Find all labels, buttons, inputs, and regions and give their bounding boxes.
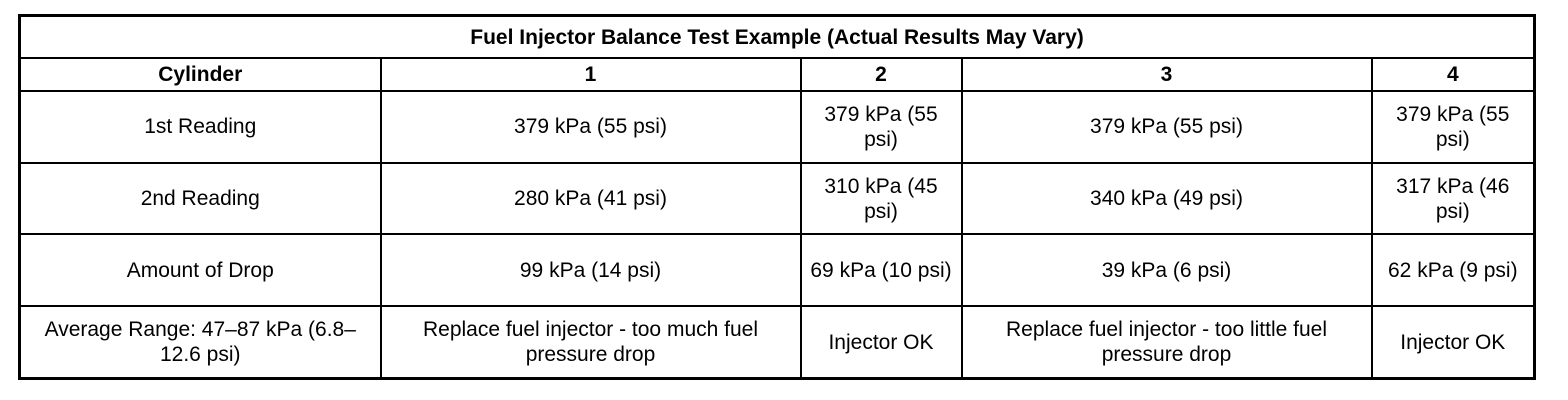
header-cylinder-2: 2 (799, 57, 963, 92)
table-cell: 340 kPa (49 psi) (960, 161, 1373, 236)
header-cylinder-1: 1 (379, 57, 802, 92)
table-cell: 69 kPa (10 psi) (799, 233, 963, 308)
row-label: Average Range: 47–87 kPa (6.8–12.6 psi) (18, 305, 382, 380)
table-cell: 39 kPa (6 psi) (960, 233, 1373, 308)
table-title: Fuel Injector Balance Test Example (Actu… (18, 14, 1536, 59)
table-cell: 310 kPa (45 psi) (799, 161, 963, 236)
table-cell: 379 kPa (55 psi) (1370, 90, 1536, 164)
table-cell: 280 kPa (41 psi) (379, 161, 802, 236)
table-cell: Injector OK (1370, 305, 1536, 380)
table-cell: 99 kPa (14 psi) (379, 233, 802, 308)
table-cell: Replace fuel injector - too little fuel … (960, 305, 1373, 380)
row-label: 2nd Reading (18, 161, 382, 236)
header-row: Cylinder 1 2 3 4 (18, 57, 1536, 92)
row-label: 1st Reading (18, 90, 382, 164)
header-cylinder-4: 4 (1370, 57, 1536, 92)
fuel-injector-balance-table: Fuel Injector Balance Test Example (Actu… (18, 14, 1537, 380)
table-cell: Injector OK (799, 305, 963, 380)
table-cell: 379 kPa (55 psi) (960, 90, 1373, 164)
table-row-amount-of-drop: Amount of Drop 99 kPa (14 psi) 69 kPa (1… (18, 233, 1536, 308)
header-cylinder: Cylinder (18, 57, 382, 92)
table-cell: 317 kPa (46 psi) (1370, 161, 1536, 236)
table-cell: 379 kPa (55 psi) (379, 90, 802, 164)
table-row-1st-reading: 1st Reading 379 kPa (55 psi) 379 kPa (55… (18, 90, 1536, 164)
table-cell: 62 kPa (9 psi) (1370, 233, 1536, 308)
table-row-average-range: Average Range: 47–87 kPa (6.8–12.6 psi) … (18, 305, 1536, 380)
table-row-2nd-reading: 2nd Reading 280 kPa (41 psi) 310 kPa (45… (18, 161, 1536, 236)
table-cell: 379 kPa (55 psi) (799, 90, 963, 164)
table-cell: Replace fuel injector - too much fuel pr… (379, 305, 802, 380)
header-cylinder-3: 3 (960, 57, 1373, 92)
row-label: Amount of Drop (18, 233, 382, 308)
